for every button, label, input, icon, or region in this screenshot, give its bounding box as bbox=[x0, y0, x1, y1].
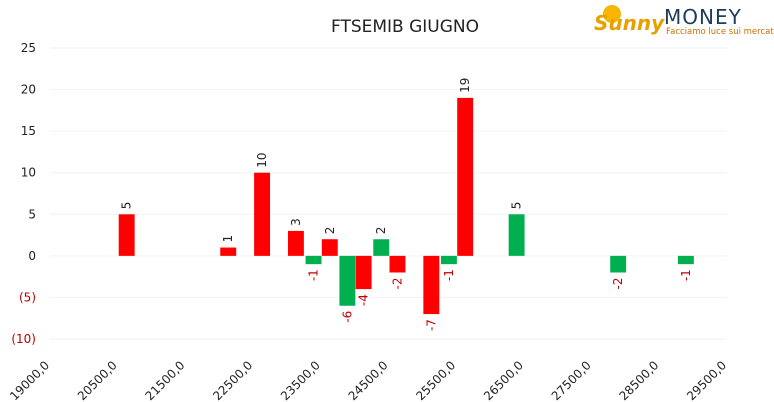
bar bbox=[355, 255, 372, 290]
y-tick-label: 0 bbox=[28, 249, 36, 263]
bar bbox=[677, 255, 694, 265]
x-tick-label: 28500,0 bbox=[616, 358, 661, 402]
y-tick-label: 20 bbox=[21, 83, 36, 97]
value-label: -1 bbox=[442, 269, 456, 281]
value-label: 3 bbox=[289, 218, 303, 226]
value-label: 1 bbox=[221, 235, 235, 243]
x-tick-label: 27500,0 bbox=[549, 358, 594, 402]
value-label: 2 bbox=[323, 227, 337, 235]
x-tick-label: 26500,0 bbox=[481, 358, 526, 402]
bar bbox=[339, 255, 356, 306]
value-label: -6 bbox=[340, 311, 354, 323]
x-tick-label: 22500,0 bbox=[210, 358, 255, 402]
value-label: -2 bbox=[611, 277, 625, 289]
bar bbox=[423, 255, 440, 315]
bar bbox=[508, 214, 525, 256]
y-tick-label: (5) bbox=[19, 290, 36, 304]
y-tick-label: (10) bbox=[11, 332, 36, 346]
logo-brand: Sunny bbox=[594, 11, 665, 35]
bar bbox=[440, 255, 457, 265]
x-tick-label: 20500,0 bbox=[75, 358, 120, 402]
bar bbox=[287, 230, 304, 256]
bar bbox=[457, 97, 474, 256]
logo-tagline: Facciamo luce sui mercati bbox=[666, 27, 774, 37]
y-tick-label: 10 bbox=[21, 166, 36, 180]
x-tick-label: 29500,0 bbox=[684, 358, 729, 402]
logo: Sunny MONEY Facciamo luce sui mercati bbox=[594, 5, 774, 37]
value-label: 2 bbox=[374, 227, 388, 235]
bar bbox=[321, 239, 338, 256]
value-label: 19 bbox=[458, 78, 472, 93]
x-tick-label: 19000,0 bbox=[7, 358, 52, 402]
value-label: -2 bbox=[390, 277, 404, 289]
logo-name: MONEY bbox=[664, 5, 742, 29]
value-label: 10 bbox=[255, 152, 269, 167]
bar bbox=[254, 172, 271, 256]
value-label: 5 bbox=[120, 202, 134, 210]
bar bbox=[389, 255, 406, 273]
value-label: -4 bbox=[357, 294, 371, 306]
chart-title: FTSEMIB GIUGNO bbox=[331, 17, 479, 37]
y-tick-label: 15 bbox=[21, 124, 36, 138]
value-label: -1 bbox=[307, 269, 321, 281]
value-label: -7 bbox=[424, 319, 438, 331]
logo-sun bbox=[603, 5, 621, 23]
x-tick-label: 24500,0 bbox=[346, 358, 391, 402]
x-tick-label: 25500,0 bbox=[413, 358, 458, 402]
y-tick-label: 25 bbox=[21, 41, 36, 55]
bar bbox=[118, 214, 135, 256]
value-label: 5 bbox=[510, 202, 524, 210]
bar bbox=[610, 255, 627, 273]
bar bbox=[373, 239, 390, 256]
bar bbox=[305, 255, 322, 265]
x-tick-label: 23500,0 bbox=[278, 358, 323, 402]
bar bbox=[220, 247, 237, 256]
y-tick-label: 5 bbox=[28, 207, 36, 221]
value-label: -1 bbox=[679, 269, 693, 281]
x-tick-label: 21500,0 bbox=[143, 358, 188, 402]
